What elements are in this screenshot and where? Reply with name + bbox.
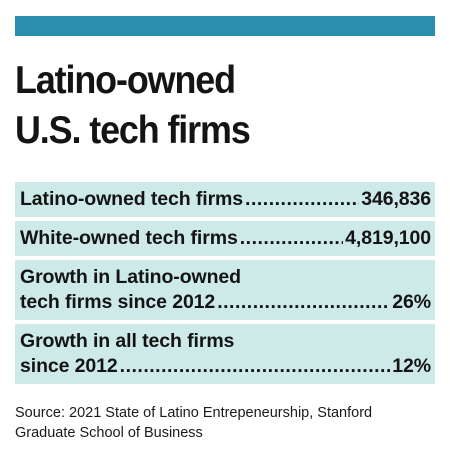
source-line-2: Graduate School of Business <box>15 425 203 441</box>
title-line-2: U.S. tech firms <box>15 109 251 152</box>
dot-leader <box>120 354 391 379</box>
row-label: Latino-owned tech firms <box>20 188 244 210</box>
row-label: Growth in all tech firms <box>20 330 235 352</box>
source-line-1: Source: 2021 State of Latino Entrepeneur… <box>15 405 373 421</box>
row-label: Growth in Latino-owned <box>20 266 241 288</box>
table-row-all-growth: Growth in all tech firms since 2012 12% <box>15 324 435 384</box>
dot-leader <box>240 226 343 251</box>
row-label: tech firms since 2012 <box>20 291 216 313</box>
dot-leader <box>217 290 390 315</box>
row-value: 346,836 <box>361 188 431 210</box>
source-note: Source: 2021 State of Latino Entrepeneur… <box>15 403 435 443</box>
dot-leader <box>245 187 359 212</box>
table-row-latino-owned-firms: Latino-owned tech firms 346,836 <box>15 182 435 217</box>
data-table: Latino-owned tech firms 346,836 White-ow… <box>15 182 435 388</box>
row-label: White-owned tech firms <box>20 227 238 249</box>
header-accent-bar <box>15 16 435 36</box>
row-label: since 2012 <box>20 355 118 377</box>
chart-title: Latino-owned U.S. tech firms <box>15 56 401 156</box>
table-row-white-owned-firms: White-owned tech firms 4,819,100 <box>15 221 435 256</box>
row-value: 26% <box>392 291 431 313</box>
row-value: 4,819,100 <box>345 227 431 249</box>
row-value: 12% <box>392 355 431 377</box>
title-line-1: Latino-owned <box>15 59 236 102</box>
table-row-latino-growth: Growth in Latino-owned tech firms since … <box>15 260 435 320</box>
